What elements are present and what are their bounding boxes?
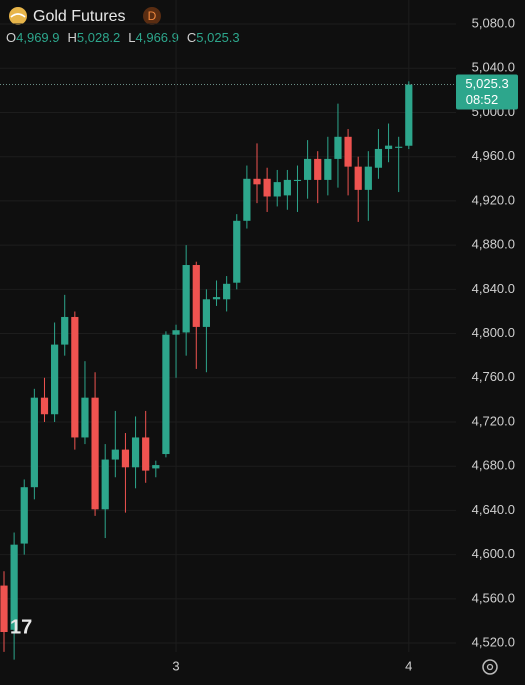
candle-body bbox=[192, 265, 200, 327]
candle-body bbox=[121, 449, 130, 468]
candle-body bbox=[374, 148, 383, 168]
candle-body bbox=[61, 316, 69, 345]
candle-body bbox=[81, 397, 89, 438]
y-axis: 5,080.05,040.05,000.04,960.04,920.04,880… bbox=[172, 15, 518, 673]
candle-body bbox=[263, 178, 271, 197]
ohlc-key: L bbox=[128, 30, 135, 45]
y-tick-label: 4,760.0 bbox=[472, 369, 515, 384]
candle-body bbox=[101, 459, 109, 510]
y-tick-label: 5,080.0 bbox=[472, 15, 515, 30]
ohlc-key: H bbox=[68, 30, 77, 45]
candle-body bbox=[314, 158, 322, 180]
settings-icon-core bbox=[486, 663, 494, 671]
y-tick-label: 4,800.0 bbox=[472, 325, 515, 340]
symbol-icon bbox=[9, 7, 27, 25]
interval-label: D bbox=[148, 9, 157, 23]
ohlc-value: 5,028.2 bbox=[77, 30, 120, 45]
candle-body bbox=[111, 449, 119, 460]
last-price-box bbox=[456, 74, 518, 110]
candle-body bbox=[405, 84, 413, 146]
y-tick-label: 4,560.0 bbox=[472, 590, 515, 605]
ohlc-key: O bbox=[6, 30, 16, 45]
y-tick-label: 4,600.0 bbox=[472, 546, 515, 561]
ohlc-text: O4,969.9 H5,028.2 L4,966.9 C5,025.3 bbox=[6, 30, 240, 45]
candle-body bbox=[172, 330, 180, 335]
candle-body bbox=[223, 283, 231, 300]
candle-body bbox=[334, 136, 342, 159]
candle-body bbox=[71, 316, 79, 438]
candle-body bbox=[30, 397, 38, 488]
candle-body bbox=[253, 178, 261, 185]
candle-body bbox=[283, 179, 291, 196]
candle-body bbox=[384, 145, 393, 149]
ohlc-value: 5,025.3 bbox=[196, 30, 239, 45]
x-tick-label: 3 bbox=[172, 658, 179, 673]
candle-body bbox=[243, 178, 251, 221]
y-tick-label: 4,640.0 bbox=[472, 502, 515, 517]
y-tick-label: 5,040.0 bbox=[472, 60, 515, 75]
ohlc-value: 4,966.9 bbox=[136, 30, 179, 45]
symbol-icon-mark bbox=[10, 13, 26, 18]
candle-body bbox=[10, 544, 18, 630]
candle-body bbox=[304, 158, 312, 180]
candle-body bbox=[0, 585, 8, 632]
y-tick-label: 4,960.0 bbox=[472, 148, 515, 163]
interval-badge[interactable] bbox=[143, 7, 161, 25]
candle-body bbox=[364, 166, 372, 190]
candle-body bbox=[142, 437, 150, 471]
candle-body bbox=[20, 487, 28, 544]
candle-body bbox=[202, 299, 210, 327]
ohlc-key: C bbox=[187, 30, 196, 45]
candle-body bbox=[91, 397, 99, 510]
candle-body bbox=[212, 297, 221, 300]
candle-body bbox=[293, 179, 302, 182]
x-tick-label: 4 bbox=[405, 658, 412, 673]
last-price-label: 5,025.3 bbox=[465, 76, 508, 91]
candle-body bbox=[273, 182, 281, 197]
candle-body bbox=[40, 397, 49, 415]
settings-icon[interactable] bbox=[482, 659, 498, 675]
ohlc-header: O4,969.9 H5,028.2 L4,966.9 C5,025.3 bbox=[6, 30, 240, 45]
candle-body bbox=[152, 465, 160, 469]
logo: 17 bbox=[10, 616, 32, 638]
y-tick-label: 4,880.0 bbox=[472, 237, 515, 252]
y-tick-label: 4,680.0 bbox=[472, 458, 515, 473]
candle-body bbox=[233, 220, 241, 283]
y-tick-label: 4,720.0 bbox=[472, 413, 515, 428]
candle-body bbox=[182, 265, 190, 333]
candle-body bbox=[395, 146, 403, 148]
y-tick-label: 4,520.0 bbox=[472, 634, 515, 649]
y-tick-label: 4,840.0 bbox=[472, 281, 515, 296]
chart-title: Gold Futures bbox=[33, 8, 125, 25]
last-price-countdown: 08:52 bbox=[466, 92, 499, 107]
candle-body bbox=[162, 334, 170, 455]
candles bbox=[0, 81, 456, 660]
grid bbox=[0, 0, 456, 652]
y-tick-label: 4,920.0 bbox=[472, 192, 515, 207]
candle-body bbox=[131, 437, 140, 468]
candle-body bbox=[344, 136, 352, 167]
candle-body bbox=[324, 158, 332, 180]
ohlc-value: 4,969.9 bbox=[16, 30, 59, 45]
candle-body bbox=[51, 344, 59, 415]
candle-body bbox=[354, 166, 362, 190]
